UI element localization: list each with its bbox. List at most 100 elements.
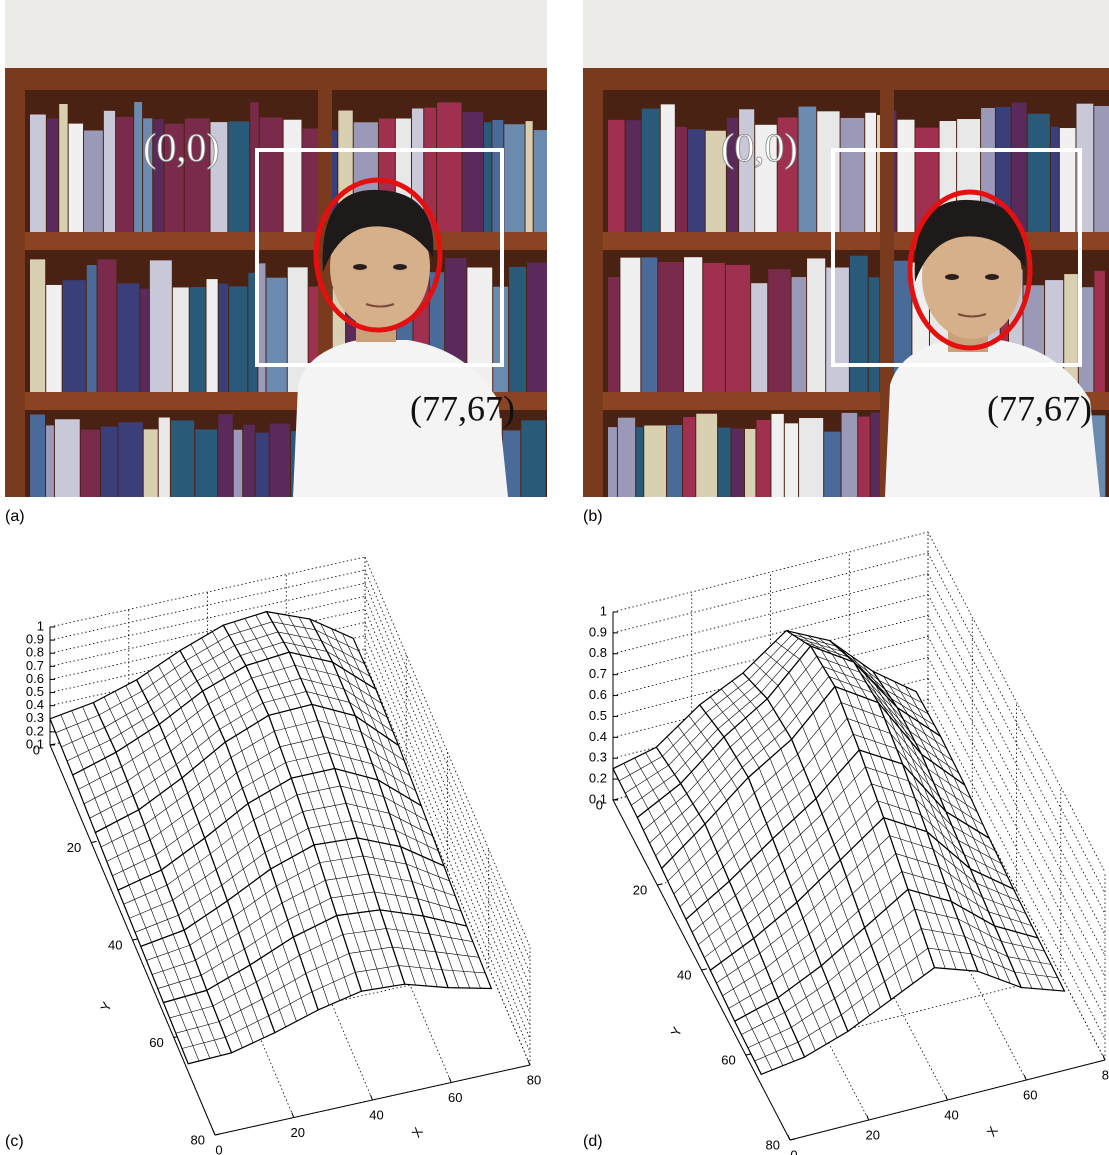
- mesh-line: [828, 676, 873, 693]
- book: [525, 121, 533, 232]
- mesh-line: [737, 789, 763, 850]
- eye: [985, 274, 999, 280]
- book: [424, 107, 437, 232]
- x-axis-label: X: [408, 1124, 425, 1140]
- corner-label: (0,0): [143, 125, 220, 170]
- mesh-line: [349, 702, 394, 732]
- book: [865, 112, 876, 232]
- mesh-line: [799, 659, 825, 700]
- book: [791, 277, 807, 392]
- mesh-line: [213, 690, 258, 717]
- mesh-line: [761, 849, 787, 912]
- mesh-line: [234, 631, 278, 646]
- mesh-line: [326, 651, 371, 677]
- mesh-line: [921, 928, 965, 937]
- book: [164, 123, 184, 232]
- z-tick-label: 0.8: [589, 645, 607, 660]
- mesh-line: [193, 845, 217, 909]
- grid-line: [364, 635, 531, 1026]
- x-tick-label: 40: [944, 1107, 958, 1122]
- book: [799, 418, 824, 497]
- mesh-line: [394, 829, 439, 852]
- book: [841, 412, 858, 497]
- y-tick: [91, 841, 97, 843]
- book: [437, 102, 462, 233]
- mesh-line: [959, 859, 985, 920]
- eye: [353, 264, 367, 270]
- mesh-line: [262, 691, 307, 704]
- mesh-line: [281, 880, 326, 904]
- mesh-line: [374, 891, 418, 899]
- mesh-line: [214, 750, 238, 813]
- mesh-line: [939, 797, 984, 826]
- y-tick: [701, 968, 707, 971]
- mesh-line: [717, 692, 762, 730]
- mesh-line: [718, 890, 744, 947]
- mesh-line: [760, 642, 805, 693]
- z-tick-label: 0.9: [589, 624, 607, 639]
- book: [644, 425, 667, 497]
- book: [849, 255, 868, 392]
- book: [84, 130, 103, 232]
- mesh-line: [127, 750, 171, 782]
- book: [59, 103, 68, 233]
- x-tick: [370, 1094, 373, 1101]
- mesh-line: [196, 655, 241, 682]
- book: [675, 126, 687, 232]
- mesh-line: [198, 787, 243, 824]
- y-tick-label: 60: [721, 1052, 735, 1067]
- mesh-line: [756, 708, 782, 750]
- mesh-line: [896, 748, 941, 798]
- grid-line: [364, 609, 531, 1000]
- book: [269, 423, 291, 497]
- mesh-line: [172, 934, 197, 994]
- z-tick-label: 0.7: [589, 666, 607, 681]
- mesh-line: [765, 933, 810, 969]
- mesh-line: [349, 946, 393, 954]
- mesh-line: [148, 731, 172, 787]
- grid-line: [364, 648, 531, 1039]
- mesh-line: [236, 746, 281, 774]
- z-tick-label: 1: [600, 603, 607, 618]
- x-tick-label: 80: [527, 1072, 541, 1087]
- y-tick-label: 40: [108, 937, 122, 952]
- book: [97, 259, 117, 392]
- mesh-line: [89, 795, 134, 819]
- mesh-line: [240, 641, 284, 656]
- book: [798, 106, 817, 232]
- book: [462, 111, 483, 232]
- mesh-line: [747, 1027, 792, 1049]
- mesh-line: [342, 633, 366, 683]
- mesh-line: [704, 923, 748, 958]
- mesh-line: [157, 975, 202, 989]
- book: [218, 414, 233, 497]
- mesh-line: [827, 783, 872, 830]
- search-window: [831, 148, 1082, 367]
- book: [492, 120, 504, 232]
- mesh-line: [905, 686, 930, 730]
- y-tick-label: 80: [766, 1137, 780, 1152]
- grid-line: [612, 573, 929, 655]
- mesh-line: [895, 853, 940, 867]
- mesh-line: [212, 631, 236, 673]
- mesh-line: [735, 718, 780, 758]
- mesh-line: [170, 716, 215, 752]
- mesh-line: [858, 871, 903, 911]
- mesh-line: [742, 728, 786, 768]
- book: [68, 123, 84, 232]
- mesh-line: [278, 655, 302, 708]
- mesh-line: [366, 777, 391, 845]
- mesh-line: [731, 680, 757, 709]
- mesh-line: [668, 720, 713, 766]
- book: [229, 286, 248, 392]
- mesh-line: [346, 839, 370, 912]
- mesh-line: [152, 960, 196, 975]
- book: [608, 427, 617, 497]
- mesh-line: [915, 828, 941, 899]
- mesh-line: [771, 949, 816, 984]
- book: [1027, 113, 1050, 232]
- book: [504, 124, 525, 232]
- mesh-line: [306, 691, 350, 703]
- book: [149, 260, 172, 392]
- book: [1059, 128, 1076, 232]
